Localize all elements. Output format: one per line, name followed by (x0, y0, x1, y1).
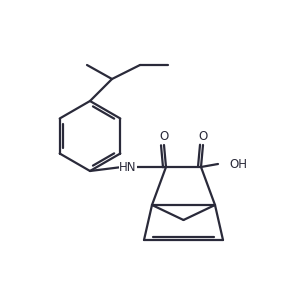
Text: O: O (198, 130, 208, 143)
Text: O: O (159, 130, 169, 143)
Text: OH: OH (229, 158, 247, 170)
Text: HN: HN (119, 160, 137, 174)
